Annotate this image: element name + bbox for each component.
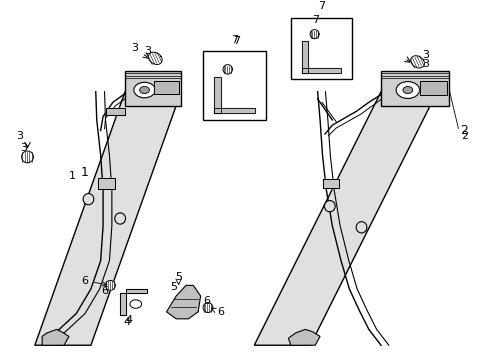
FancyBboxPatch shape xyxy=(290,18,351,80)
FancyBboxPatch shape xyxy=(203,51,266,120)
Circle shape xyxy=(402,86,412,94)
Text: 3: 3 xyxy=(144,46,151,56)
Text: 4: 4 xyxy=(123,318,131,327)
Ellipse shape xyxy=(83,194,94,205)
Polygon shape xyxy=(154,81,178,94)
Text: 3: 3 xyxy=(422,50,428,60)
Polygon shape xyxy=(309,30,318,39)
Circle shape xyxy=(130,300,142,308)
Polygon shape xyxy=(148,52,162,64)
Polygon shape xyxy=(288,329,320,345)
Polygon shape xyxy=(254,92,436,345)
Ellipse shape xyxy=(355,222,366,233)
Polygon shape xyxy=(322,179,338,188)
Text: 5: 5 xyxy=(175,272,182,282)
Polygon shape xyxy=(214,77,221,113)
Circle shape xyxy=(134,82,155,98)
Polygon shape xyxy=(105,108,125,115)
Polygon shape xyxy=(203,303,212,312)
Text: 7: 7 xyxy=(233,36,240,46)
Circle shape xyxy=(140,86,149,94)
Circle shape xyxy=(395,82,419,99)
Polygon shape xyxy=(120,289,147,315)
Polygon shape xyxy=(105,280,115,290)
Polygon shape xyxy=(98,178,115,189)
Polygon shape xyxy=(21,151,33,163)
Text: 1: 1 xyxy=(81,166,89,179)
Ellipse shape xyxy=(324,201,334,212)
Text: 7: 7 xyxy=(311,15,318,24)
Text: 5: 5 xyxy=(170,282,177,292)
Text: 6: 6 xyxy=(101,286,108,296)
Text: 2: 2 xyxy=(459,124,467,137)
Text: 3: 3 xyxy=(20,143,27,153)
Text: 3: 3 xyxy=(131,43,138,53)
Polygon shape xyxy=(301,68,340,73)
Polygon shape xyxy=(35,92,181,345)
Ellipse shape xyxy=(115,213,125,224)
Text: 7: 7 xyxy=(317,1,324,11)
Polygon shape xyxy=(223,64,232,74)
Polygon shape xyxy=(419,81,446,95)
Polygon shape xyxy=(42,329,69,345)
Text: 6: 6 xyxy=(211,307,224,317)
Polygon shape xyxy=(410,56,424,68)
Polygon shape xyxy=(301,41,308,73)
Polygon shape xyxy=(380,71,448,106)
Text: 6: 6 xyxy=(81,276,106,286)
Text: 1: 1 xyxy=(69,171,76,181)
Text: 7: 7 xyxy=(231,35,238,45)
Polygon shape xyxy=(166,285,200,319)
Text: 2: 2 xyxy=(461,131,468,141)
Text: 4: 4 xyxy=(125,315,132,325)
Polygon shape xyxy=(214,108,255,113)
Polygon shape xyxy=(125,71,181,106)
Text: 3: 3 xyxy=(16,131,22,141)
Text: 6: 6 xyxy=(203,296,210,306)
Text: 3: 3 xyxy=(422,59,428,69)
